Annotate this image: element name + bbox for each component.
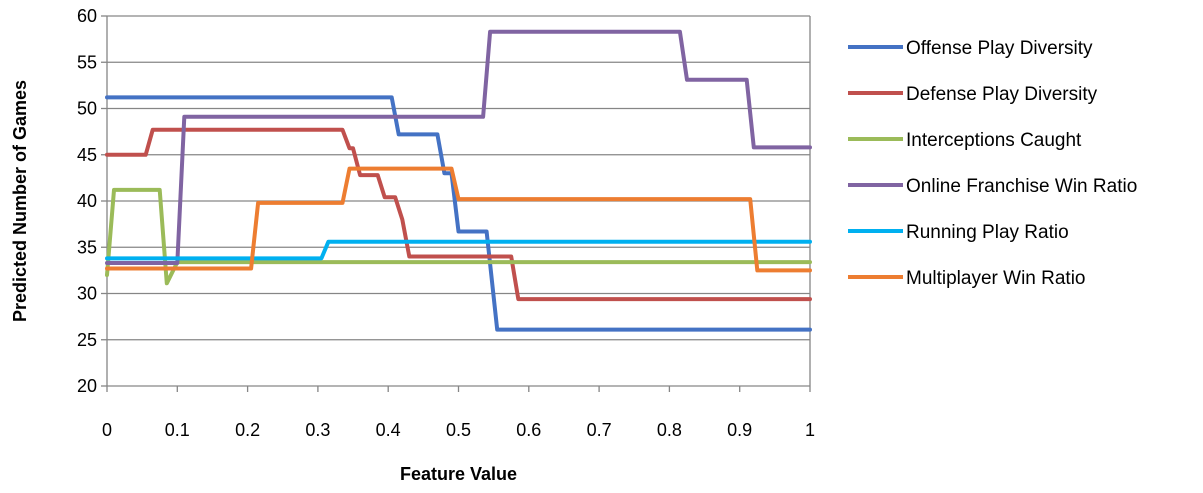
y-tick-label: 50	[77, 99, 97, 119]
x-axis-title: Feature Value	[400, 464, 517, 484]
y-tick-label: 40	[77, 191, 97, 211]
legend-label: Running Play Ratio	[906, 222, 1069, 243]
x-tick-label: 0.7	[587, 420, 612, 440]
series-line-defense-play-diversity	[105, 127, 812, 302]
legend-label: Offense Play Diversity	[906, 38, 1093, 59]
y-tick-label: 45	[77, 145, 97, 165]
legend-label: Interceptions Caught	[906, 130, 1082, 151]
x-tick-label: 0.9	[727, 420, 752, 440]
x-tick-label: 0.1	[165, 420, 190, 440]
gridlines	[107, 15, 810, 341]
x-tick-label: 0.4	[376, 420, 401, 440]
y-tick-label: 55	[77, 52, 97, 72]
legend-label: Multiplayer Win Ratio	[906, 268, 1086, 289]
series-line-interceptions-caught	[105, 187, 812, 286]
y-tick-label: 60	[77, 6, 97, 26]
x-tick-label: 0.3	[305, 420, 330, 440]
tick-labels: 20 25 30 35 40 45 50 55 60 0 0.1 0.2 0.3 0.4 0.5 0.6 0.7…	[77, 6, 815, 440]
axes	[101, 15, 811, 392]
series-line-online-franchise-win-ratio	[105, 29, 812, 265]
legend-label: Defense Play Diversity	[906, 84, 1098, 105]
series-line-multiplayer-win-ratio	[105, 166, 812, 273]
series-line-running-play-ratio	[105, 239, 812, 261]
x-tick-label: 0.6	[516, 420, 541, 440]
x-tick-label: 1	[805, 420, 815, 440]
x-tick-label: 0.5	[446, 420, 471, 440]
y-tick-label: 25	[77, 330, 97, 350]
x-tick-label: 0	[102, 420, 112, 440]
series-lines	[105, 29, 812, 332]
legend: Offense Play Diversity Defense Play Diver…	[848, 38, 1137, 289]
y-tick-label: 35	[77, 237, 97, 257]
legend-label: Online Franchise Win Ratio	[906, 176, 1137, 197]
x-tick-label: 0.2	[235, 420, 260, 440]
y-tick-label: 20	[77, 376, 97, 396]
x-tick-label: 0.8	[657, 420, 682, 440]
y-axis-title: Predicted Number of Games	[10, 80, 30, 322]
y-tick-label: 30	[77, 284, 97, 304]
